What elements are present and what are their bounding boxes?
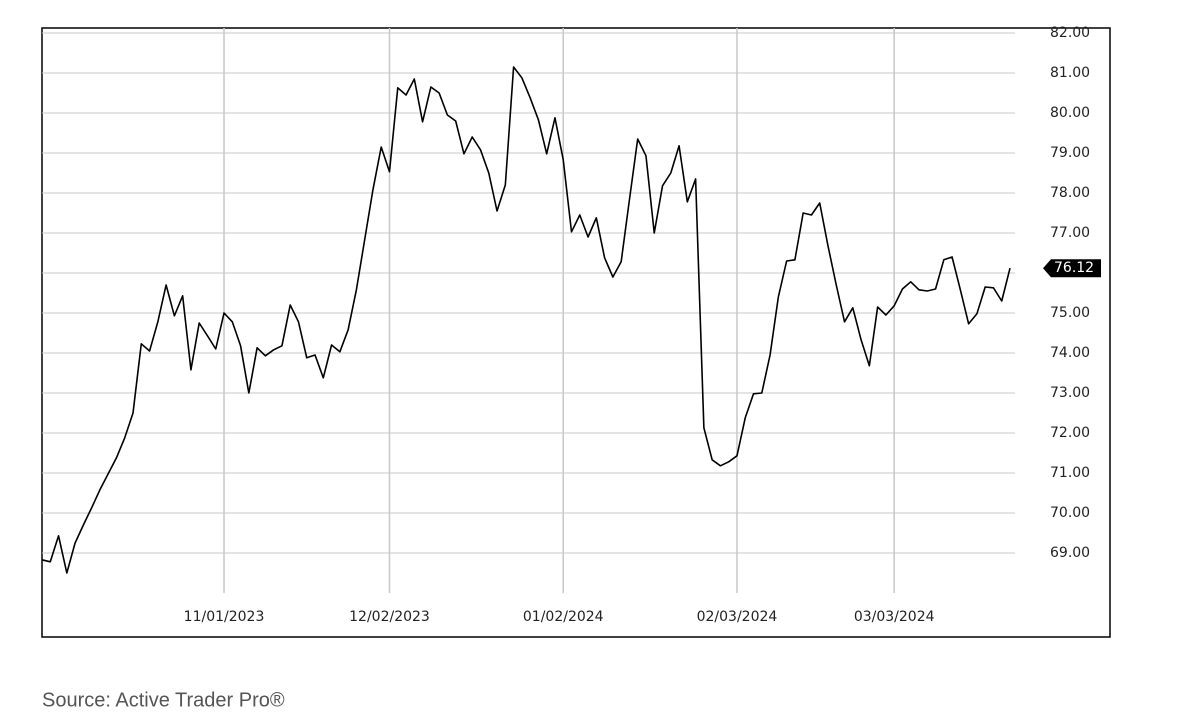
x-tick-label: 02/03/2024 <box>697 609 778 625</box>
price-line <box>41 66 1011 574</box>
x-tick-label: 03/03/2024 <box>854 609 935 625</box>
last-price-label: 76.12 <box>1054 260 1094 276</box>
y-tick-label: 82.00 <box>1050 25 1090 41</box>
x-tick-label: 11/01/2023 <box>184 609 265 625</box>
y-tick-label: 80.00 <box>1050 105 1090 121</box>
y-tick-label: 75.00 <box>1050 305 1090 321</box>
y-tick-label: 69.00 <box>1050 545 1090 561</box>
x-tick-label: 12/02/2023 <box>349 609 430 625</box>
y-tick-label: 71.00 <box>1050 465 1090 481</box>
last-price-callout <box>1043 259 1101 278</box>
source-note: Source: Active Trader Pro® <box>42 689 285 711</box>
y-tick-label: 81.00 <box>1050 65 1090 81</box>
y-tick-label: 70.00 <box>1050 505 1090 521</box>
plot-frame <box>41 27 1111 638</box>
y-tick-label: 73.00 <box>1050 385 1090 401</box>
y-tick-label: 72.00 <box>1050 425 1090 441</box>
y-tick-label: 78.00 <box>1050 185 1090 201</box>
y-tick-label: 74.00 <box>1050 345 1090 361</box>
y-tick-label: 77.00 <box>1050 225 1090 241</box>
y-tick-label: 79.00 <box>1050 145 1090 161</box>
x-tick-label: 01/02/2024 <box>523 609 604 625</box>
